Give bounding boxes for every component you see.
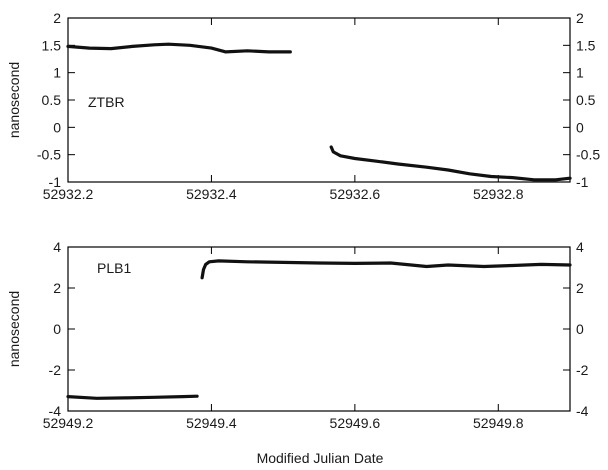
y-tick-label: 4	[53, 239, 61, 255]
y-tick-label-right: 1	[576, 65, 584, 81]
series-line-2	[329, 145, 572, 182]
x-tick-label: 52932.8	[473, 186, 524, 202]
plot-frame	[67, 246, 571, 412]
y-tick-label-right: -2	[576, 362, 589, 378]
y-tick-label-right: 0	[576, 119, 584, 135]
y-tick-label-right: -0.5	[576, 147, 600, 163]
y-tick-label: -4	[49, 403, 62, 419]
x-tick-label: 52949.8	[473, 415, 524, 431]
y-tick-label-right: 0.5	[576, 92, 596, 108]
y-axis-title: nanosecond	[6, 291, 22, 367]
x-tick-label: 52932.2	[43, 186, 94, 202]
panel-annotation: ZTBR	[88, 94, 125, 110]
y-tick-label-right: 2	[576, 280, 584, 296]
chart-panel-plb1: 52949.2 52949.4 52949.6 52949.8 -4 -4 -2 -2 0 0 2 2…	[6, 239, 589, 431]
x-tick-label: 52932.6	[330, 186, 381, 202]
y-tick-label: 1	[53, 65, 61, 81]
y-tick-label-right: -4	[576, 403, 589, 419]
y-tick-label: 0	[53, 119, 61, 135]
panel-annotation: PLB1	[97, 260, 131, 276]
y-tick-label-right: 2	[576, 10, 584, 26]
x-axis-title: Modified Julian Date	[257, 450, 384, 466]
y-tick-label: 2	[53, 10, 61, 26]
chart-panel-ztbr: 52932.2 52932.4 52932.6 52932.8 -1 -1 -0.5 -0.5…	[6, 10, 600, 202]
x-tick-label: 52949.2	[43, 415, 94, 431]
plot-frame	[67, 17, 571, 183]
y-tick-label: 2	[53, 280, 61, 296]
x-tick-label: 52949.4	[186, 415, 237, 431]
series-line-2	[200, 259, 572, 280]
x-tick-label: 52949.6	[330, 415, 381, 431]
y-tick-label-right: -1	[576, 174, 589, 190]
y-tick-label-right: 1.5	[576, 37, 596, 53]
y-axis-title: nanosecond	[6, 62, 22, 138]
y-tick-label: 0	[53, 321, 61, 337]
y-tick-label: 1.5	[42, 37, 62, 53]
series-line-1	[66, 394, 199, 400]
y-tick-label: -2	[49, 362, 62, 378]
x-tick-label: 52932.4	[186, 186, 237, 202]
series-line-1	[66, 42, 292, 54]
y-tick-label: 0.5	[42, 92, 62, 108]
y-tick-label-right: 0	[576, 321, 584, 337]
y-tick-label-right: 4	[576, 239, 584, 255]
y-tick-label: -1	[49, 174, 62, 190]
y-tick-label: -0.5	[37, 147, 61, 163]
